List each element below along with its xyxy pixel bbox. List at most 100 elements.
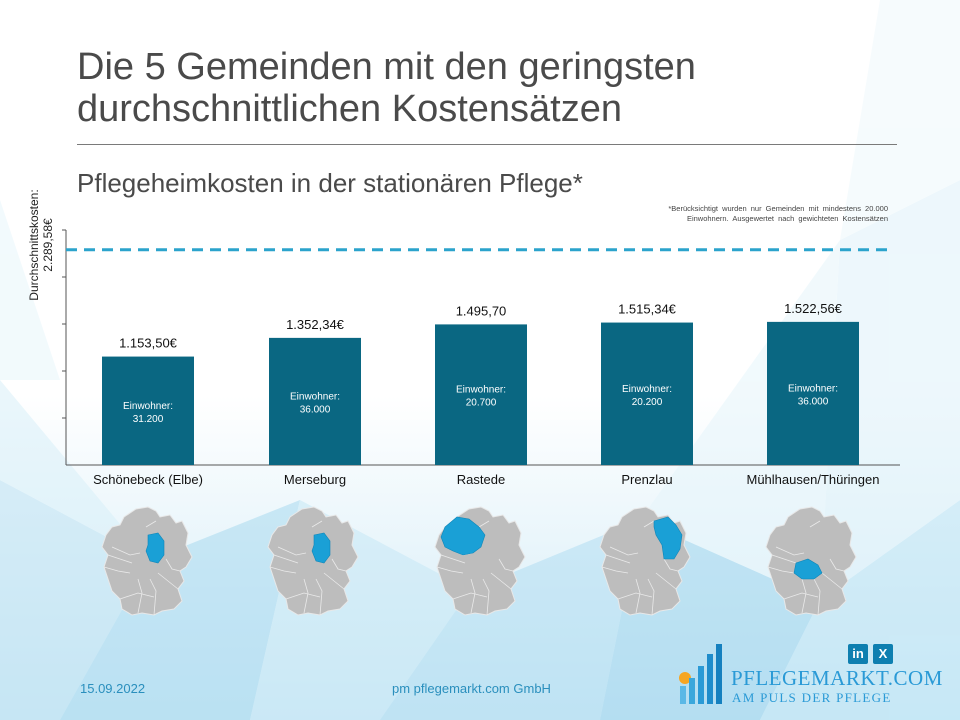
state-border-4 [470, 578, 476, 614]
state-border-3 [452, 592, 488, 600]
state-border-4 [635, 578, 641, 614]
state-border-4 [137, 578, 143, 614]
bar-value-label-2: 1.495,70 [456, 303, 507, 318]
state-border-7 [829, 558, 845, 572]
map-rastede [434, 506, 526, 616]
bar-0 [102, 356, 194, 465]
germany-outline [267, 506, 359, 616]
bar-value-label-3: 1.515,34€ [618, 302, 677, 317]
highlighted-region [440, 516, 486, 556]
state-border-3 [783, 592, 819, 600]
logo-tagline: AM PULS DER PFLEGE [732, 690, 892, 705]
bar-inner-label-value-1: 36.000 [300, 404, 331, 415]
state-border-0 [277, 546, 307, 556]
state-border-2 [269, 566, 297, 574]
title-line-2: durchschnittlichen Kostensätzen [77, 88, 622, 130]
x-tick-label-4: Mühlhausen/Thüringen [747, 472, 880, 487]
state-border-0 [111, 546, 141, 556]
state-border-0 [609, 546, 639, 556]
x-tick-label-3: Prenzlau [621, 472, 672, 487]
page-title: Die 5 Gemeinden mit den geringsten durch… [77, 46, 897, 130]
footnote-line-1: *Berücksichtigt wurden nur Gemeinden mit… [668, 204, 888, 213]
pflegemarkt-logo-icon [679, 644, 722, 704]
state-border-5 [490, 572, 512, 590]
bar-3 [601, 322, 693, 465]
state-border-6 [647, 578, 655, 616]
state-border-2 [103, 566, 131, 574]
state-border-7 [165, 558, 181, 572]
bar-inner-label-prefix-0: Einwohner: [123, 401, 173, 412]
state-border-3 [285, 592, 321, 600]
state-border-2 [436, 566, 464, 574]
state-border-4 [801, 578, 807, 614]
title-line-1: Die 5 Gemeinden mit den geringsten [77, 46, 696, 88]
state-border-8 [478, 520, 490, 528]
state-border-3 [119, 592, 155, 600]
state-border-2 [767, 566, 795, 574]
map-prenzlau [599, 506, 691, 616]
y-axis-label-line-1: Durchschnittskosten: [27, 189, 41, 300]
x-tick-label-2: Rastede [457, 472, 505, 487]
map-muehlhausen [765, 506, 857, 616]
state-border-5 [157, 572, 179, 590]
bar-inner-label-prefix-3: Einwohner: [622, 384, 672, 395]
state-border-2 [601, 566, 629, 574]
state-border-0 [775, 546, 805, 556]
footnote: *Berücksichtigt wurden nur Gemeinden mit… [588, 204, 888, 223]
bar-inner-label-prefix-4: Einwohner: [788, 383, 838, 394]
state-border-7 [663, 558, 679, 572]
bar-inner-label-value-3: 20.200 [632, 397, 663, 408]
bar-inner-label-value-4: 36.000 [798, 396, 829, 407]
footer-company: pm pflegemarkt.com GmbH [392, 681, 551, 696]
highlighted-region [653, 516, 683, 560]
state-border-8 [809, 520, 821, 528]
bar-2 [435, 324, 527, 465]
state-border-3 [617, 592, 653, 600]
y-axis-label-line-2: 2.289,58€ [41, 218, 55, 272]
linkedin-icon[interactable]: in [848, 644, 868, 664]
state-border-6 [315, 578, 323, 616]
chart-subtitle: Pflegeheimkosten in der stationären Pfle… [77, 168, 583, 198]
bar-value-label-1: 1.352,34€ [286, 317, 345, 332]
germany-outline [101, 506, 193, 616]
state-border-4 [303, 578, 309, 614]
state-border-6 [482, 578, 490, 616]
state-border-8 [643, 520, 655, 528]
state-border-1 [273, 554, 299, 564]
state-border-8 [311, 520, 323, 528]
state-border-7 [331, 558, 347, 572]
title-divider [77, 144, 897, 145]
bar-inner-label-prefix-1: Einwohner: [290, 391, 340, 402]
bar-value-label-4: 1.522,56€ [784, 301, 843, 316]
highlighted-region [145, 532, 165, 564]
map-schoenebeck [101, 506, 193, 616]
state-border-8 [145, 520, 157, 528]
state-border-1 [605, 554, 631, 564]
footer-date: 15.09.2022 [80, 681, 146, 696]
state-border-6 [813, 578, 821, 616]
state-border-5 [821, 572, 843, 590]
state-border-5 [655, 572, 677, 590]
bar-inner-label-value-0: 31.200 [133, 414, 164, 425]
bar-1 [269, 337, 361, 465]
bar-inner-label-prefix-2: Einwohner: [456, 385, 506, 396]
germany-outline [434, 506, 526, 616]
state-border-1 [440, 554, 466, 564]
map-merseburg [267, 506, 359, 616]
state-border-6 [149, 578, 157, 616]
highlighted-region [311, 532, 331, 564]
state-border-1 [771, 554, 797, 564]
bar-inner-label-value-2: 20.700 [466, 398, 497, 409]
state-border-5 [323, 572, 345, 590]
xing-icon[interactable]: X [873, 644, 893, 664]
highlighted-region [793, 558, 823, 580]
state-border-1 [107, 554, 133, 564]
bar-4 [767, 321, 859, 465]
x-tick-label-0: Schönebeck (Elbe) [93, 472, 203, 487]
germany-outline [599, 506, 691, 616]
logo-wordmark: PFLEGEMARKT.COM [731, 666, 943, 690]
bar-value-label-0: 1.153,50€ [119, 336, 178, 351]
footnote-line-2: Einwohnern. Ausgewertet nach gewichteten… [686, 213, 888, 223]
x-tick-label-1: Merseburg [284, 472, 346, 487]
